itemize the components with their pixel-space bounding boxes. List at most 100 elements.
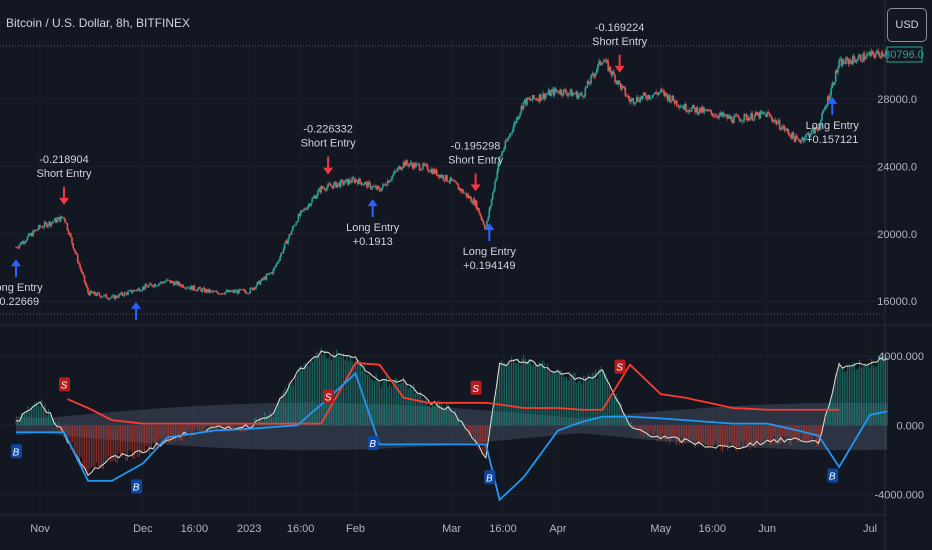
sell-marker-label: S: [472, 384, 479, 395]
price-candle: [146, 286, 149, 288]
price-candle: [209, 290, 212, 293]
price-candle: [307, 204, 310, 207]
price-candle: [765, 113, 767, 117]
price-candle: [361, 184, 364, 186]
time-tick: Jun: [758, 523, 776, 535]
price-candle: [248, 292, 251, 294]
price-candle: [640, 96, 643, 99]
price-candle: [441, 175, 444, 178]
time-tick: 16:00: [489, 523, 517, 535]
price-candle: [519, 112, 521, 116]
price-candle: [283, 243, 286, 249]
price-candle: [179, 284, 182, 287]
price-candle: [76, 254, 79, 263]
price-candle: [73, 248, 76, 251]
price-candle: [223, 293, 225, 295]
price-candle: [490, 199, 493, 207]
sell-marker: [614, 359, 626, 374]
price-candle: [415, 163, 417, 168]
price-candle: [310, 202, 312, 206]
price-candle: [322, 188, 325, 189]
price-candle: [367, 181, 369, 188]
price-candle: [262, 278, 264, 280]
price-candle: [619, 83, 622, 90]
price-candle: [635, 97, 638, 103]
price-candle: [297, 214, 300, 222]
price-candle: [517, 117, 519, 119]
price-candle: [196, 288, 199, 291]
price-candle: [823, 109, 826, 111]
price-candle: [631, 98, 634, 100]
price-candle: [312, 197, 315, 199]
price-candle: [455, 181, 457, 184]
price-candle: [578, 94, 581, 96]
price-candle: [257, 280, 260, 283]
price-candle: [134, 290, 136, 291]
price-candle: [603, 61, 606, 62]
price-candle: [595, 70, 598, 73]
price-candle: [79, 263, 81, 268]
sell-marker-label: S: [616, 363, 623, 374]
price-candle: [756, 112, 758, 116]
price-candle: [143, 286, 145, 290]
price-candle: [451, 180, 454, 181]
short-arrow-head: [614, 65, 625, 73]
price-candle: [459, 188, 462, 192]
price-candle: [83, 275, 86, 283]
price-candle: [447, 181, 449, 183]
price-candle: [52, 221, 55, 223]
price-candle: [463, 193, 465, 194]
price-y-tick: 20000.0: [877, 229, 917, 241]
price-candle: [717, 117, 719, 119]
price-candle: [817, 128, 820, 131]
price-candle: [115, 295, 118, 298]
price-candle: [574, 93, 576, 95]
price-candle: [154, 284, 157, 287]
oscillator-line: [15, 350, 888, 477]
price-candle: [417, 163, 420, 165]
price-candle: [475, 200, 478, 210]
price-candle: [204, 289, 207, 293]
price-candle: [172, 282, 175, 286]
currency-button[interactable]: USD: [887, 8, 927, 42]
price-candle: [370, 188, 373, 189]
price-candle: [331, 186, 334, 189]
last-price-box: [886, 46, 923, 63]
price-candle: [861, 60, 863, 62]
price-candle: [144, 284, 146, 290]
price-candle: [748, 117, 750, 121]
price-candle: [457, 184, 460, 190]
price-candle: [434, 169, 437, 174]
price-candle: [227, 289, 230, 293]
short-entry-label: Short Entry: [448, 154, 504, 166]
price-candle: [105, 294, 108, 298]
price-candle: [658, 92, 661, 93]
price-candle: [273, 267, 276, 270]
price-candle: [785, 128, 788, 130]
price-candle: [832, 82, 835, 86]
price-candle: [625, 95, 628, 97]
price-candle: [195, 290, 198, 292]
price-candle: [863, 53, 866, 60]
osc-y-tick: 0.000: [896, 420, 924, 432]
price-candle: [162, 282, 165, 284]
price-candle: [326, 187, 328, 191]
price-candle: [201, 288, 204, 292]
price-candle: [718, 114, 720, 119]
price-candle: [547, 89, 550, 95]
price-candle: [831, 82, 834, 89]
price-candle: [147, 285, 150, 288]
price-candle: [150, 283, 152, 285]
price-candle: [32, 230, 34, 237]
price-candle: [841, 59, 844, 67]
price-candle: [180, 284, 183, 287]
price-candle: [333, 183, 335, 189]
price-candle: [72, 243, 74, 249]
price-candle: [599, 60, 601, 65]
price-candle: [573, 93, 575, 94]
price-candle: [416, 163, 419, 165]
price-candle: [857, 56, 860, 61]
price-candle: [733, 116, 735, 124]
price-candle: [744, 113, 747, 115]
